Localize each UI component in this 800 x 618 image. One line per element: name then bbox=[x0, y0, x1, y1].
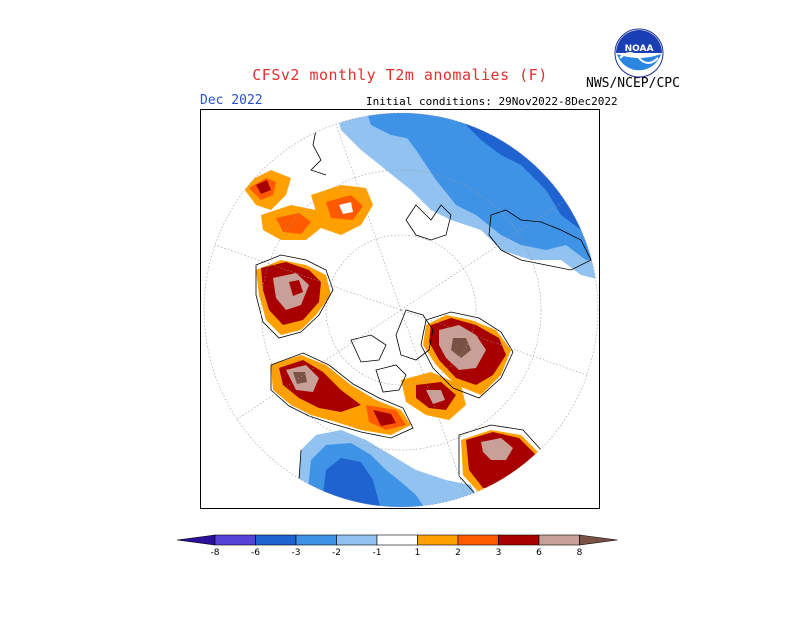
colorbar-tick-label: -1 bbox=[373, 548, 382, 558]
colorbar-segment bbox=[295, 534, 337, 546]
colorbar-tick-label: -2 bbox=[332, 548, 341, 558]
colorbar-segment bbox=[417, 534, 459, 546]
noaa-logo: NOAA bbox=[614, 28, 664, 78]
warm-central-asia bbox=[271, 355, 411, 435]
initial-conditions: Initial conditions: 29Nov2022-8Dec2022 bbox=[366, 95, 618, 108]
logo-text: NOAA bbox=[625, 44, 654, 54]
graticule bbox=[204, 113, 598, 507]
colorbar-tick-label: 2 bbox=[455, 548, 461, 558]
colorbar-tick-label: -8 bbox=[211, 548, 220, 558]
colorbar-segment bbox=[538, 534, 580, 546]
warm-north-atlantic bbox=[241, 170, 373, 240]
chart-title: CFSv2 monthly T2m anomalies (F) bbox=[252, 66, 548, 84]
colorbar-arrow-high bbox=[579, 534, 618, 546]
colorbar-arrow-low bbox=[176, 534, 216, 546]
colorbar-segment bbox=[498, 534, 540, 546]
map-frame bbox=[200, 109, 600, 509]
colorbar-segment bbox=[457, 534, 499, 546]
agency-label: NWS/NCEP/CPC bbox=[586, 76, 680, 91]
colorbar-tick-label: 6 bbox=[536, 548, 542, 558]
colorbar-tick-label: 3 bbox=[496, 548, 502, 558]
colorbar-segment bbox=[214, 534, 256, 546]
forecast-month: Dec 2022 bbox=[200, 93, 263, 108]
colorbar-tick-label: -3 bbox=[292, 548, 301, 558]
cold-north-america bbox=[296, 430, 481, 507]
colorbar-tick-label: 8 bbox=[577, 548, 583, 558]
colorbar-segment bbox=[376, 534, 418, 546]
colorbar: -8 -6 -3 -2 -1 1 2 3 6 8 bbox=[176, 534, 618, 558]
colorbar-tick-label: 1 bbox=[415, 548, 421, 558]
colorbar-segment bbox=[255, 534, 297, 546]
coastlines bbox=[255, 129, 592, 506]
warm-eastern-europe bbox=[256, 260, 331, 335]
warm-arctic bbox=[401, 372, 466, 420]
colorbar-tick-label: -6 bbox=[251, 548, 260, 558]
anomaly-map bbox=[203, 112, 599, 508]
colorbar-segment bbox=[336, 534, 378, 546]
